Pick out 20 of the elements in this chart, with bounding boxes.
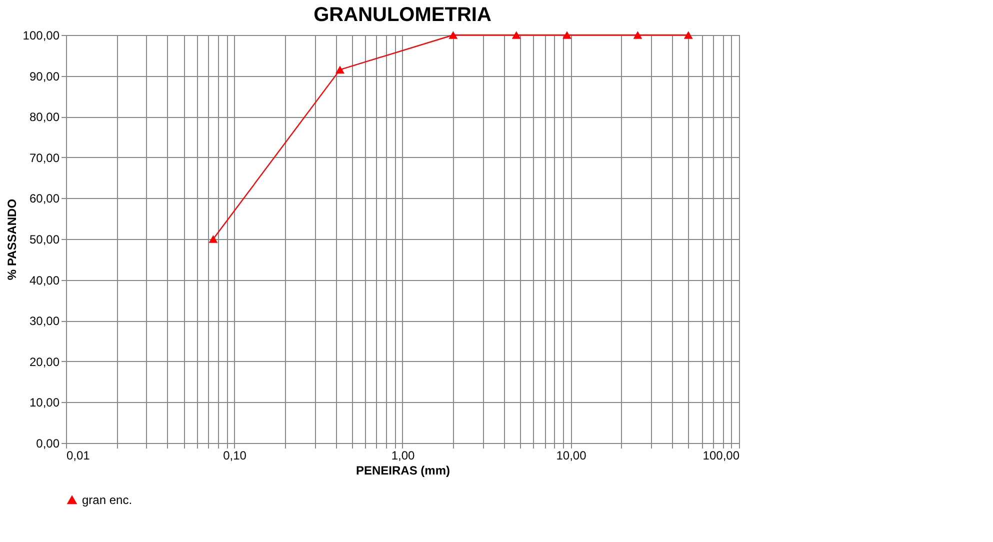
y-tick-label: 70,00 <box>29 150 60 165</box>
y-tick-label: 0,00 <box>36 436 60 450</box>
y-tick-label: 30,00 <box>29 314 60 328</box>
y-tick-label: 50,00 <box>29 232 60 246</box>
x-axis-title: PENEIRAS (mm) <box>356 464 450 478</box>
chart-title: GRANULOMETRIA <box>314 4 492 26</box>
y-tick-label: 90,00 <box>29 69 60 84</box>
x-tick-label: 100,00 <box>702 448 740 462</box>
y-tick-label: 80,00 <box>29 110 60 124</box>
y-tick-label: 40,00 <box>29 273 60 288</box>
y-tick-label: 100,00 <box>22 28 60 42</box>
x-tick-label: 0,10 <box>223 448 247 462</box>
x-tick-label: 0,01 <box>66 448 90 462</box>
y-tick-label: 20,00 <box>29 354 60 369</box>
y-tick-label: 10,00 <box>29 396 60 410</box>
y-axis-title: % PASSANDO <box>4 198 19 280</box>
x-tick-label: 10,00 <box>556 448 587 462</box>
x-tick-label: 1,00 <box>391 448 415 462</box>
legend-label: gran enc. <box>82 493 132 507</box>
y-tick-label: 60,00 <box>29 192 60 206</box>
